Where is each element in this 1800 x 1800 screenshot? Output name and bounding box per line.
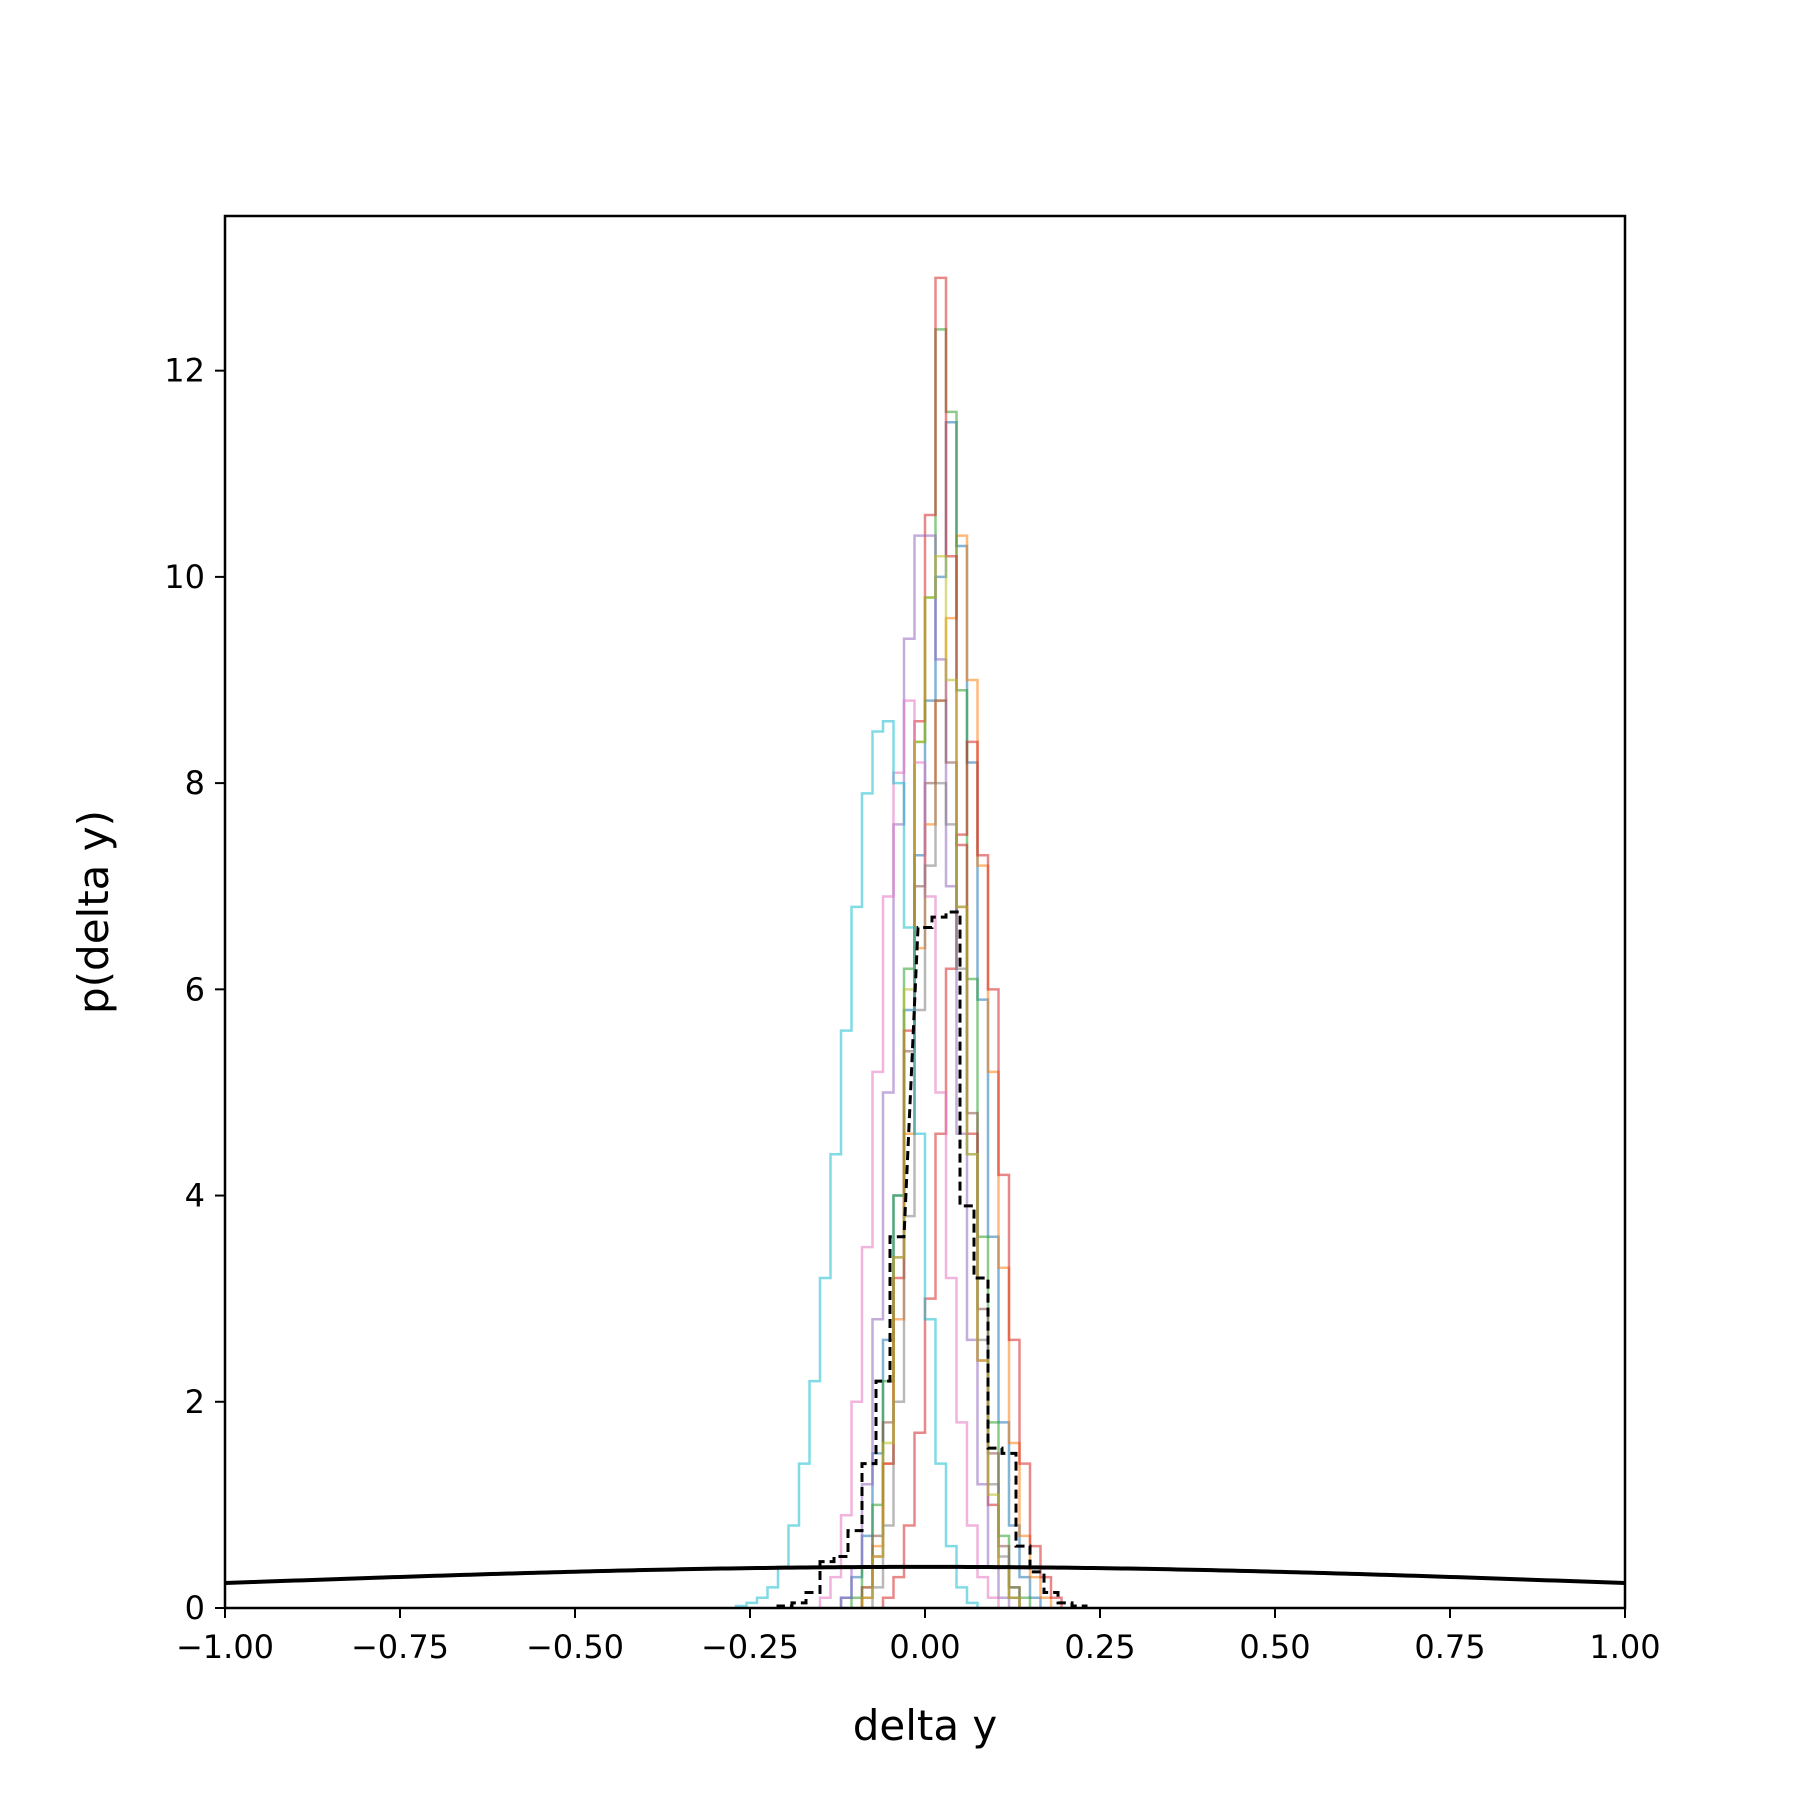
y-tick-label: 8: [185, 764, 205, 802]
y-tick-label: 6: [185, 970, 205, 1008]
x-tick-label: 0.25: [1064, 1628, 1135, 1666]
x-tick-label: 1.00: [1589, 1628, 1660, 1666]
axes-layer: −1.00 −0.75 −0.50 −0.25 0.00 0.25 0.50 0.75 1.00…: [164, 214, 1661, 1666]
y-axis-label: p(delta y): [69, 810, 118, 1014]
histogram-total-dashed: [776, 910, 1088, 1608]
curve-line: [225, 1564, 1625, 1586]
y-tick-label: 4: [185, 1177, 205, 1215]
histogram-series-3: [881, 740, 1063, 1608]
x-tick-label: −1.00: [176, 1628, 274, 1666]
x-axis-label: delta y: [853, 1701, 998, 1750]
histogram-series-10: [734, 719, 979, 1608]
histogram-series-9: [860, 555, 1021, 1608]
y-tick-label: 0: [185, 1589, 205, 1627]
histogram-series-6: [860, 699, 1021, 1608]
x-tick-label: −0.25: [701, 1628, 799, 1666]
histogram-series-7: [818, 699, 1000, 1608]
histogram-series-0: [839, 420, 1042, 1608]
histogram-series-4: [860, 276, 1021, 1608]
histogram-series-2: [850, 328, 1032, 1608]
x-tick-label: −0.75: [351, 1628, 449, 1666]
y-tick-label: 10: [164, 558, 205, 596]
x-tick-label: 0.50: [1239, 1628, 1310, 1666]
x-tick-label: −0.50: [526, 1628, 624, 1666]
histogram-series-5: [839, 534, 1011, 1608]
x-tick-label: 0.00: [889, 1628, 960, 1666]
y-tick-label: 2: [185, 1383, 205, 1421]
y-tick-label: 12: [164, 352, 205, 390]
x-tick-label: 0.75: [1414, 1628, 1485, 1666]
series-layer: [225, 276, 1625, 1608]
